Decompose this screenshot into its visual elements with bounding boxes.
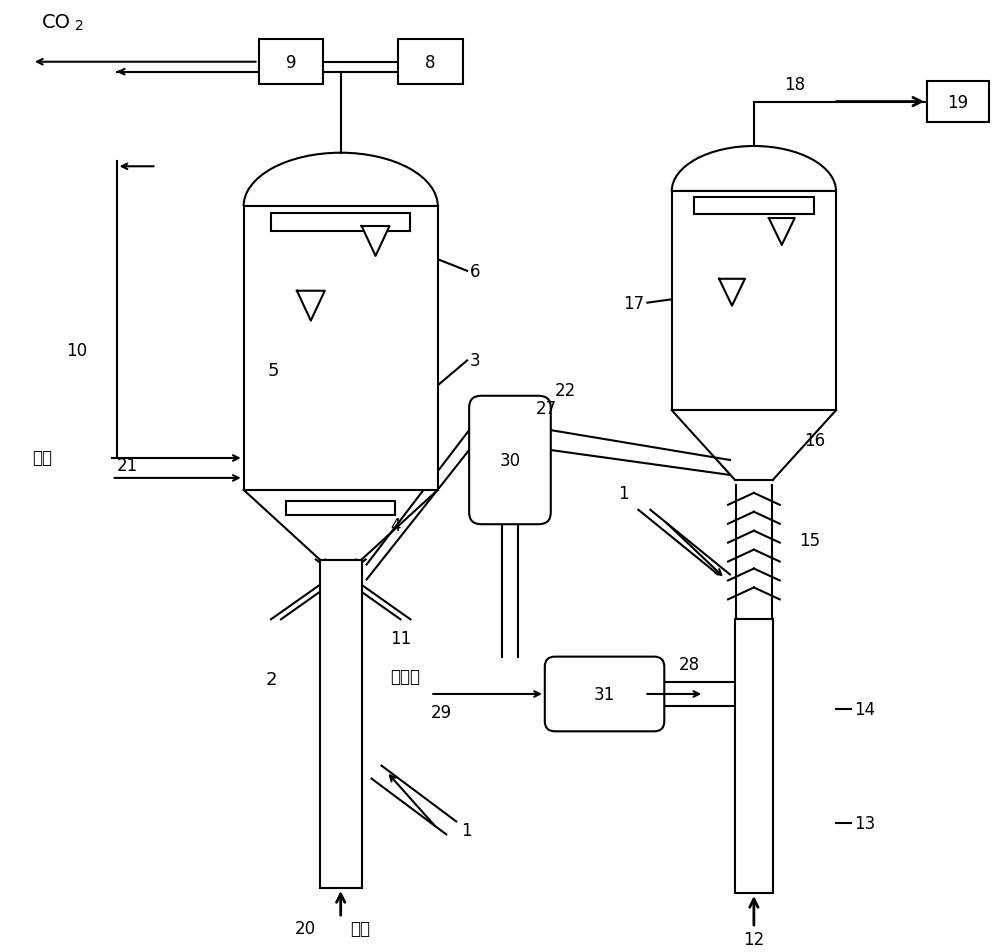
Text: 1: 1 — [618, 485, 628, 503]
Polygon shape — [362, 227, 389, 257]
Text: 6: 6 — [470, 263, 481, 281]
FancyBboxPatch shape — [469, 396, 551, 525]
Text: 水蒸汽: 水蒸汽 — [390, 667, 420, 685]
Text: 22: 22 — [555, 382, 576, 400]
Text: 3: 3 — [470, 352, 481, 370]
Text: 9: 9 — [286, 53, 296, 71]
Text: 12: 12 — [743, 930, 765, 948]
Text: 30: 30 — [499, 451, 521, 469]
Text: 27: 27 — [536, 400, 557, 418]
Text: 4: 4 — [390, 516, 401, 534]
Text: 11: 11 — [390, 629, 412, 647]
Text: 31: 31 — [594, 685, 615, 704]
Bar — [271, 214, 410, 231]
Text: 28: 28 — [679, 655, 700, 673]
Text: 29: 29 — [430, 704, 451, 721]
Text: 21: 21 — [117, 457, 138, 474]
Bar — [398, 40, 463, 85]
Bar — [259, 40, 323, 85]
Text: 8: 8 — [425, 53, 436, 71]
Polygon shape — [719, 280, 745, 307]
Polygon shape — [297, 291, 325, 321]
Text: 18: 18 — [784, 75, 805, 93]
Text: 氧气: 氧气 — [351, 919, 371, 937]
Polygon shape — [769, 219, 795, 246]
Text: 13: 13 — [854, 815, 875, 833]
Text: 1: 1 — [461, 822, 472, 840]
Bar — [320, 560, 362, 888]
Bar — [735, 620, 773, 893]
Text: 氧气: 氧气 — [32, 448, 52, 466]
Bar — [694, 198, 814, 215]
Text: 17: 17 — [623, 294, 644, 312]
FancyBboxPatch shape — [545, 657, 664, 731]
Bar — [286, 502, 395, 515]
Text: 2: 2 — [265, 670, 277, 688]
Text: 10: 10 — [66, 342, 87, 360]
Text: CO: CO — [42, 13, 71, 32]
Text: 14: 14 — [854, 700, 875, 718]
Text: 15: 15 — [799, 531, 820, 549]
Bar — [672, 192, 836, 410]
Text: 2: 2 — [75, 19, 84, 32]
Text: 16: 16 — [804, 431, 825, 449]
Text: 5: 5 — [268, 362, 279, 380]
Bar — [927, 82, 989, 124]
Text: 19: 19 — [947, 93, 969, 111]
Text: 20: 20 — [295, 919, 316, 937]
Bar — [244, 207, 438, 490]
